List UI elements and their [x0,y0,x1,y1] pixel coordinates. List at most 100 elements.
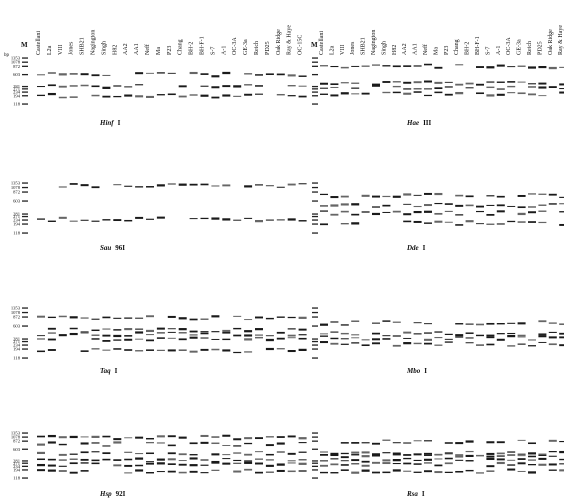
marker-band [312,344,318,346]
sample-band [276,337,285,340]
sample-band [372,212,380,216]
sample-band [444,338,453,340]
sample-band [517,455,526,457]
sample-band [287,470,296,473]
sample-band [124,472,133,474]
sample-band [287,183,296,186]
sample-band [244,330,253,333]
marker-band [312,357,318,359]
lane-label-shb21: SHB21 [361,37,367,55]
sample-band [320,210,328,212]
marker-band [22,215,28,218]
sample-band [330,463,339,466]
sample-band [351,442,360,444]
sample-band [372,453,380,455]
lane-label-h82: H82 [112,45,118,55]
sample-band [287,74,296,77]
sample-band [517,453,526,455]
sample-band [222,184,231,187]
sample-band [424,462,432,464]
sample-band [517,65,526,67]
sample-band [330,94,339,97]
sample-band [124,219,133,222]
sample-band [434,202,443,205]
sample-band [517,462,526,465]
sample-band [340,324,349,326]
sample-band [372,461,380,464]
sample-band [528,211,536,214]
sample-band [382,471,391,474]
marker-band [22,213,28,215]
sample-band [455,204,464,207]
sample-band [124,458,133,461]
sample-band [413,463,422,465]
sample-band [80,462,89,464]
sample-band [340,338,349,340]
sample-band [538,210,547,212]
marker-band [312,460,318,462]
lane-label-p23: P23 [167,46,173,55]
sample-band [444,210,453,212]
sample-band [276,331,285,334]
sample-band [486,465,495,468]
sample-band [244,217,253,219]
sample-band [434,220,443,223]
sample-band [444,462,453,465]
enzyme-label-mboi: Mbo I [406,367,427,375]
sample-band [392,85,401,88]
sample-band [222,462,231,465]
sample-band [392,335,401,337]
sample-band [80,436,89,438]
sample-band [538,82,547,85]
sample-band [102,328,111,330]
lane-label-ma: Ma [433,47,439,55]
sample-band [47,92,56,96]
marker-band [22,325,28,327]
sample-band [434,91,443,94]
sample-band [559,440,564,443]
sample-band [37,469,45,472]
sample-band [517,334,526,337]
sample-band [255,334,263,336]
sample-band [392,469,401,472]
sample-band [211,96,220,99]
lane-label-ge-3a: GE-3a [243,39,249,55]
sample-band [361,194,370,197]
sample-band [276,219,285,221]
sample-band [351,342,360,344]
sample-band [222,444,231,446]
sample-band [233,219,242,221]
sample-band [392,65,401,68]
sample-band [211,436,220,438]
marker-band [22,73,28,76]
lane-label-chang: Chang [454,39,460,55]
sample-band [47,327,56,330]
sample-band [403,92,412,95]
sample-band [403,203,412,205]
sample-band [538,333,547,335]
sample-band [486,336,495,339]
sample-band [244,351,253,353]
sample-band [424,454,432,456]
sample-band [211,460,220,463]
sample-band [507,85,516,88]
sample-band [340,203,349,206]
marker-size-label: 281 [13,84,21,89]
sample-band [434,66,443,69]
sample-band [233,315,242,317]
sample-band [340,195,349,198]
sample-band [392,454,401,456]
sample-band [486,322,495,325]
sample-band [287,349,296,353]
marker-band [22,469,28,471]
sample-band [244,442,253,445]
sample-band [80,470,89,472]
sample-band [200,332,209,335]
sample-band [167,349,176,352]
sample-band [528,455,536,458]
sample-band [233,462,242,464]
marker-band [22,460,28,462]
